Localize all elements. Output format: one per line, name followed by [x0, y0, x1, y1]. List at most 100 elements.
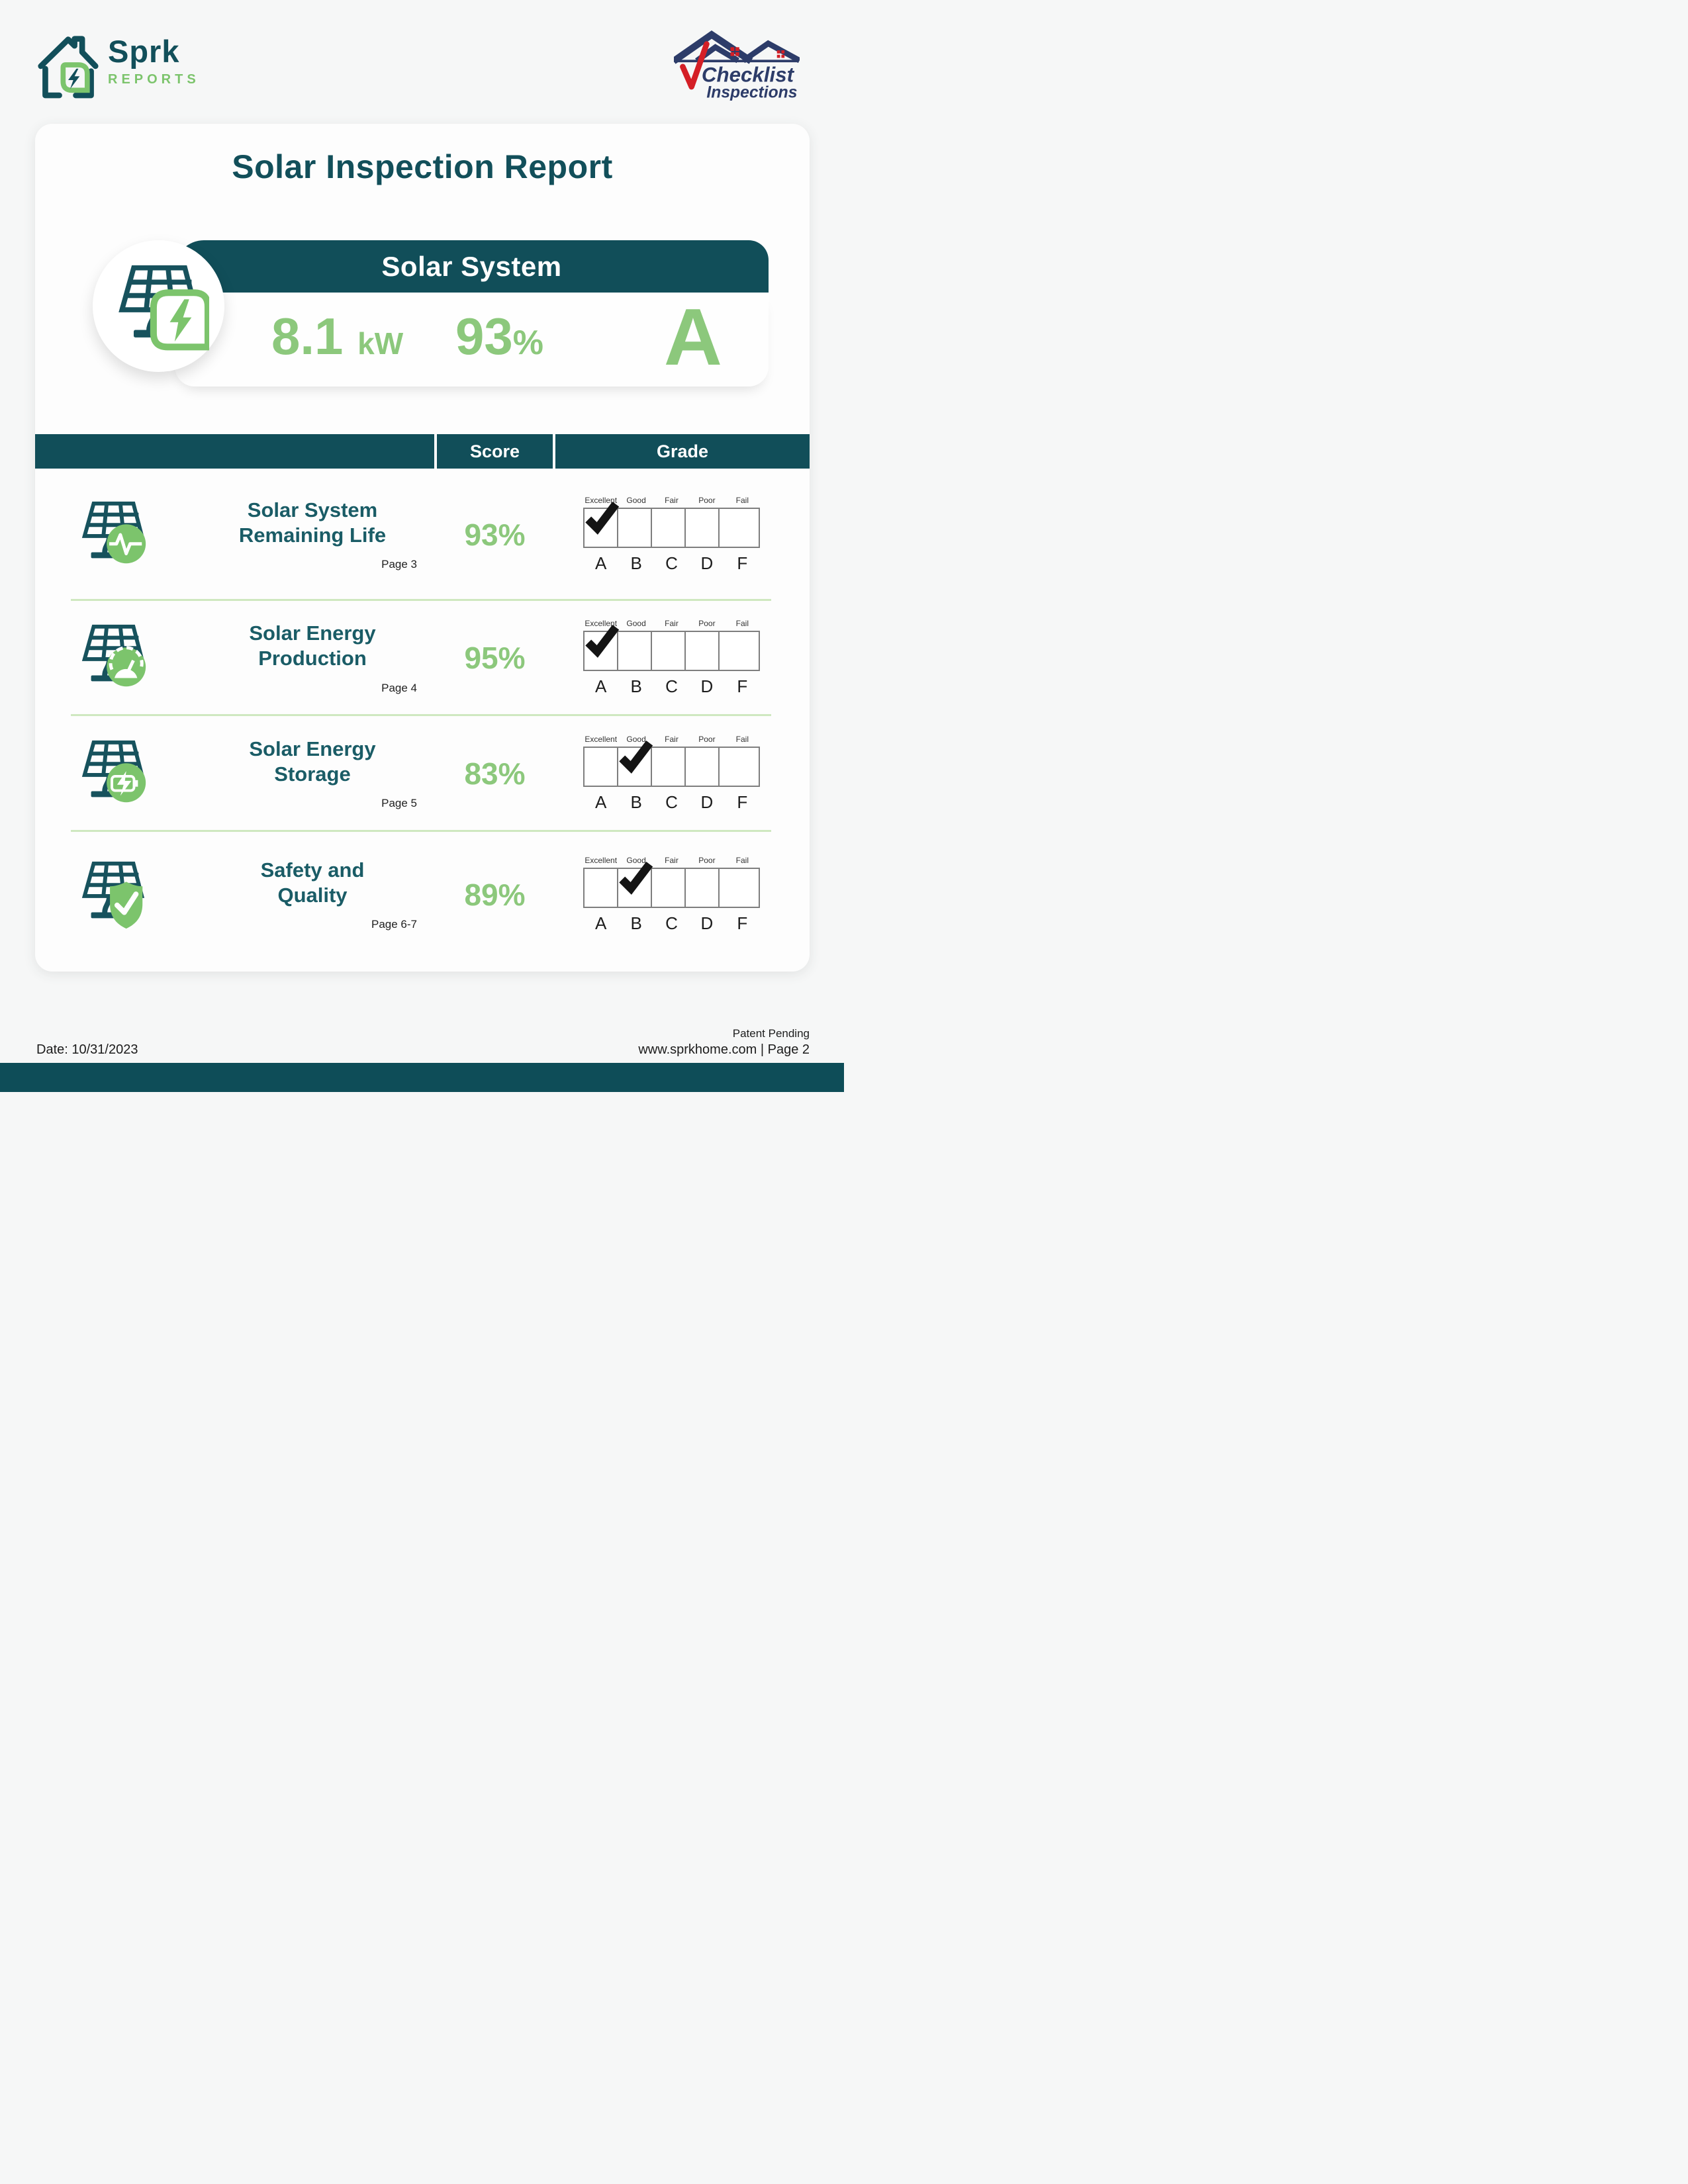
grade-checkbox	[720, 747, 753, 786]
checklist-inspections-logo: Checklist Inspections	[671, 26, 801, 104]
grade-checkbox	[585, 747, 618, 786]
row-grade-cell: Excellent Good Fair Poor Fail A B C D F	[555, 735, 810, 813]
grade-checkbox-grid	[583, 861, 760, 908]
row-title-cell: Solar Energy Storage Page 5	[191, 737, 434, 811]
grade-label: Fail	[735, 619, 749, 628]
grade-checkbox	[618, 740, 653, 786]
grade-letter: A	[595, 792, 607, 812]
grade-widget: Excellent Good Fair Poor Fail A B C D F	[583, 735, 760, 813]
row-title: Solar Energy Production	[249, 621, 376, 670]
grade-widget: Excellent Good Fair Poor Fail A B C D F	[583, 856, 760, 934]
grade-letter: D	[700, 792, 714, 812]
grade-checkbox	[720, 868, 753, 907]
grade-label: Excellent	[585, 855, 618, 865]
grade-labels: Excellent Good Fair Poor Fail	[583, 496, 760, 505]
grade-checkbox	[618, 861, 653, 907]
grade-letter: F	[737, 792, 748, 812]
shield-check-icon	[109, 881, 142, 929]
grade-label: Excellent	[585, 619, 618, 628]
checkmark-icon	[619, 861, 653, 895]
row-icon-cell	[35, 496, 191, 574]
grade-checkbox	[686, 508, 720, 547]
grade-label: Poor	[698, 734, 716, 744]
table-row: Safety and Quality Page 6-7 89% Excellent…	[35, 830, 810, 958]
brand-name: Sprk	[108, 34, 180, 69]
brand-subtitle: REPORTS	[108, 72, 200, 87]
table-row: Solar Energy Storage Page 5 83% Excellent…	[35, 714, 810, 831]
grade-label: Excellent	[585, 734, 618, 744]
solar-panel-metric-icon	[81, 861, 144, 929]
row-title: Solar Energy Storage	[249, 737, 376, 786]
red-check-icon	[680, 41, 710, 90]
grade-checkbox	[585, 501, 620, 547]
grade-checkbox	[618, 632, 652, 670]
footer-site-page: www.sprkhome.com | Page 2	[638, 1042, 810, 1057]
page-title: Solar Inspection Report	[232, 148, 613, 185]
row-score-cell: 93%	[434, 517, 555, 553]
grade-letter: C	[665, 553, 678, 573]
grade-letter: F	[737, 676, 748, 696]
row-icon-cell	[35, 856, 191, 934]
grade-label: Good	[626, 619, 646, 628]
grade-letter: F	[737, 553, 748, 573]
report-card: Solar Inspection Report Solar System 8.1…	[35, 124, 810, 972]
checklist-roofs-icon: Checklist Inspections	[671, 30, 801, 101]
row-icon-cell	[35, 735, 191, 813]
grade-letter: D	[700, 553, 714, 573]
grade-checkbox-grid	[583, 624, 760, 671]
grade-letter: C	[665, 676, 678, 696]
grade-letter: B	[630, 913, 642, 933]
partner-name-line1: Checklist	[702, 64, 795, 87]
system-score-stat: 93%	[455, 307, 544, 365]
row-grade-cell: Excellent Good Fair Poor Fail A B C D F	[555, 619, 810, 697]
grade-checkbox	[618, 508, 652, 547]
row-title: Solar System Remaining Life	[238, 498, 387, 547]
patent-pending-label: Patent Pending	[732, 1027, 810, 1040]
row-score-cell: 89%	[434, 877, 555, 913]
hero-title: Solar System	[381, 251, 562, 282]
grade-checkbox	[686, 632, 720, 670]
grade-letter: B	[630, 792, 642, 812]
row-title-cell: Safety and Quality Page 6-7	[191, 858, 434, 932]
grade-checkbox	[652, 508, 686, 547]
grade-label: Good	[626, 495, 646, 505]
header-spacer	[35, 434, 434, 469]
grade-label: Good	[626, 734, 646, 744]
grade-label: Poor	[698, 495, 716, 505]
grade-checkbox	[652, 868, 686, 907]
row-page-ref: Page 6-7	[371, 918, 417, 931]
grade-label: Fail	[735, 734, 749, 744]
grade-label: Good	[626, 855, 646, 865]
table-rows: Solar System Remaining Life Page 3 93% Ex…	[35, 469, 810, 958]
grade-label: Poor	[698, 855, 716, 865]
grade-widget: Excellent Good Fair Poor Fail A B C D F	[583, 496, 760, 574]
grade-checkbox	[686, 747, 720, 786]
table-row: Solar System Remaining Life Page 3 93% Ex…	[35, 469, 810, 600]
row-title-cell: Solar Energy Production Page 4	[191, 621, 434, 695]
grade-label: Fair	[665, 619, 679, 628]
row-score: 93%	[464, 517, 526, 552]
grade-letter: A	[595, 913, 607, 933]
solar-panel-metric-icon	[81, 740, 146, 802]
grade-checkbox-grid	[583, 740, 760, 787]
grade-letter: A	[595, 676, 607, 696]
pulse-icon	[109, 533, 142, 555]
hero-banner: Solar System	[175, 240, 769, 293]
partner-name-line2: Inspections	[706, 83, 797, 101]
grade-letter: F	[737, 913, 748, 933]
grade-letter: B	[630, 676, 642, 696]
footer-bar	[0, 1063, 844, 1092]
grade-label: Fail	[735, 855, 749, 865]
grade-label: Fair	[665, 734, 679, 744]
grade-widget: Excellent Good Fair Poor Fail A B C D F	[583, 619, 760, 697]
grade-label: Fair	[665, 495, 679, 505]
sprk-reports-logo: Sprk REPORTS	[36, 30, 200, 103]
grade-checkbox	[652, 747, 686, 786]
grade-labels: Excellent Good Fair Poor Fail	[583, 619, 760, 628]
checkmark-icon	[619, 740, 653, 774]
grade-letter: C	[665, 792, 678, 812]
